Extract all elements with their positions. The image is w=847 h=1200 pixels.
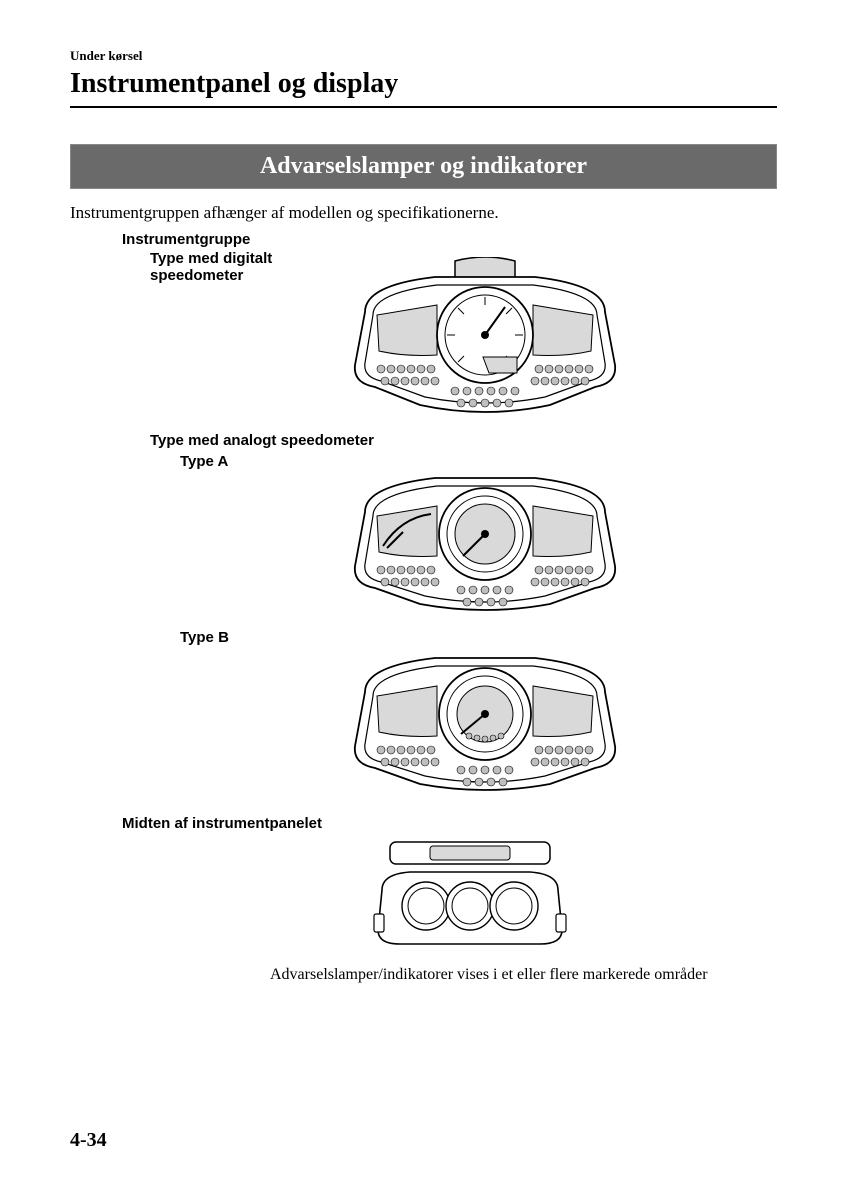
label-digital-line1: Type med digitalt bbox=[150, 250, 272, 267]
center-panel-svg bbox=[370, 838, 570, 948]
section-banner: Advarselslamper og indikatorer bbox=[70, 144, 777, 189]
cluster-type-b bbox=[345, 652, 777, 797]
label-type-a: Type A bbox=[180, 453, 777, 470]
label-analog-type: Type med analogt speedometer bbox=[150, 432, 777, 449]
page-number: 4-34 bbox=[70, 1129, 107, 1152]
cluster-type-a-svg bbox=[345, 472, 625, 617]
label-type-b: Type B bbox=[180, 629, 777, 646]
page-title: Instrumentpanel og display bbox=[70, 68, 777, 100]
title-rule bbox=[70, 106, 777, 108]
cluster-type-a bbox=[345, 472, 777, 617]
label-digital-line2: speedometer bbox=[150, 267, 243, 284]
caption-text: Advarselslamper/indikatorer vises i et e… bbox=[270, 966, 777, 984]
label-instrument-group: Instrumentgruppe bbox=[122, 231, 777, 248]
breadcrumb: Under kørsel bbox=[70, 48, 777, 64]
cluster-digital bbox=[345, 257, 777, 422]
center-panel-diagram bbox=[370, 838, 777, 948]
cluster-type-b-svg bbox=[345, 652, 625, 797]
cluster-digital-svg bbox=[345, 257, 625, 422]
intro-text: Instrumentgruppen afhænger af modellen o… bbox=[70, 203, 777, 223]
label-center-panel: Midten af instrumentpanelet bbox=[122, 815, 777, 832]
